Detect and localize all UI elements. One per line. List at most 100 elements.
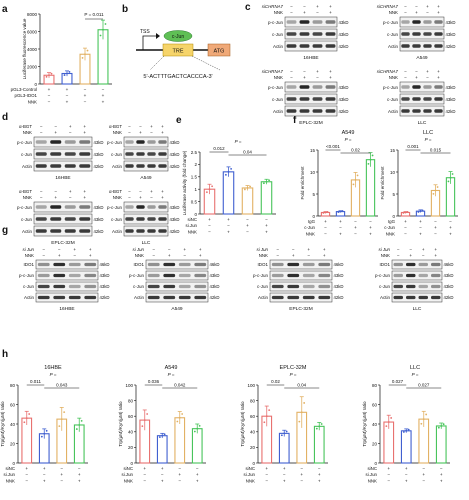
data-point: [436, 186, 439, 188]
panel-letter-g: g: [2, 225, 8, 236]
protein-label: Actin: [24, 295, 35, 300]
blot-band: [286, 20, 297, 24]
protein-label: p-c-Jun: [19, 273, 35, 278]
treatment-sign: +: [409, 253, 412, 258]
y-tick-label: 100: [247, 383, 255, 388]
panel-letter-f: f: [293, 115, 297, 126]
blot-band: [147, 164, 156, 168]
data-point: [48, 74, 50, 77]
data-point: [208, 188, 211, 191]
data-point: [440, 425, 443, 427]
y-tick-label: 80: [372, 383, 378, 388]
y-tick-label: 0: [374, 461, 377, 466]
y-tick-label: 80: [10, 383, 16, 388]
treatment-sign: −: [404, 10, 407, 15]
blot-strip: [391, 270, 443, 281]
blot-band: [401, 109, 410, 113]
treatment-sign: −: [303, 4, 306, 9]
row-sign: +: [178, 472, 181, 477]
p-label: P =: [168, 372, 175, 377]
data-point: [402, 431, 405, 433]
blot-band: [163, 295, 176, 300]
panel-b-schematic: TSS c-Jun TRE ATG 5'-ACTTTGACTCACCCA-3': [136, 29, 231, 80]
y-tick-label: 15: [390, 148, 396, 153]
blot-strip: [284, 81, 338, 93]
blot-band: [79, 140, 91, 144]
data-point: [356, 174, 359, 177]
blot-band: [401, 44, 410, 48]
y-tick-label: 2: [194, 162, 197, 167]
blot-band: [325, 85, 336, 89]
blot-band: [84, 262, 97, 267]
data-point: [224, 173, 227, 176]
blot-strip: [399, 81, 445, 93]
tss-label: TSS: [140, 29, 150, 35]
blot-band: [434, 20, 443, 24]
protein-label: c-Jun: [23, 284, 35, 289]
chart-title: A549: [165, 365, 178, 371]
band-size: 43kD: [339, 97, 349, 102]
blot-strip: [399, 93, 445, 105]
band-size: 46kD: [444, 262, 454, 267]
p-value: 0.027: [392, 379, 404, 384]
treatment-label: siCHRNA7: [377, 69, 399, 74]
cell-line-label: 16HBE: [55, 175, 70, 181]
bar: [156, 435, 168, 464]
data-point: [45, 429, 48, 432]
row-sign: −: [369, 219, 372, 224]
cell-line-label: EPLC-32M: [299, 120, 322, 126]
data-point: [300, 411, 303, 414]
band-size: 43kD: [334, 273, 344, 278]
blot-strip: [284, 40, 338, 52]
band-size: 43kD: [94, 152, 104, 157]
data-point: [86, 49, 89, 52]
panel-letter-e: e: [176, 115, 182, 126]
data-point: [60, 418, 63, 421]
row-label: NNK: [28, 99, 37, 104]
blot-band: [393, 273, 403, 278]
treatment-sign: +: [437, 69, 440, 74]
row-sign: −: [265, 217, 268, 222]
blot-band: [136, 229, 145, 233]
blot-band: [423, 44, 432, 48]
row-sign: −: [324, 231, 327, 236]
data-point: [442, 423, 445, 426]
data-point: [99, 34, 102, 37]
data-point: [437, 426, 440, 429]
blot-strip: [391, 292, 443, 303]
band-size: 43kD: [339, 32, 349, 37]
band-size: 42kD: [94, 229, 104, 234]
blot-band: [163, 262, 176, 267]
row-sign: −: [422, 478, 425, 483]
blot-band: [136, 217, 145, 221]
blot-strip: [284, 16, 338, 28]
row-label: siNC: [187, 217, 197, 222]
blot-band: [271, 262, 284, 267]
data-point: [417, 211, 420, 213]
treatment-sign: −: [54, 124, 57, 129]
p-value: 0.042: [174, 383, 186, 388]
blot-band: [431, 295, 441, 300]
row-sign: +: [78, 478, 81, 483]
blot-band: [312, 85, 323, 89]
blot-band: [434, 85, 443, 89]
row-sign: −: [196, 466, 199, 471]
blot-band: [50, 152, 62, 156]
blot-band: [68, 284, 81, 289]
treatment-label: NNK: [274, 10, 283, 15]
p-label: P =: [235, 139, 242, 144]
band-size: 43kD: [170, 152, 180, 157]
treatment-sign: −: [404, 69, 407, 74]
y-tick-label: 0: [252, 461, 255, 466]
treatment-sign: +: [437, 75, 440, 80]
blot-band: [194, 295, 207, 300]
row-sign: −: [300, 478, 303, 483]
data-point: [385, 425, 388, 428]
treatment-sign: +: [316, 4, 319, 9]
treatment-label: si Jun: [257, 247, 269, 252]
bar: [278, 432, 290, 464]
data-point: [230, 167, 233, 170]
blot-strip: [269, 292, 333, 303]
